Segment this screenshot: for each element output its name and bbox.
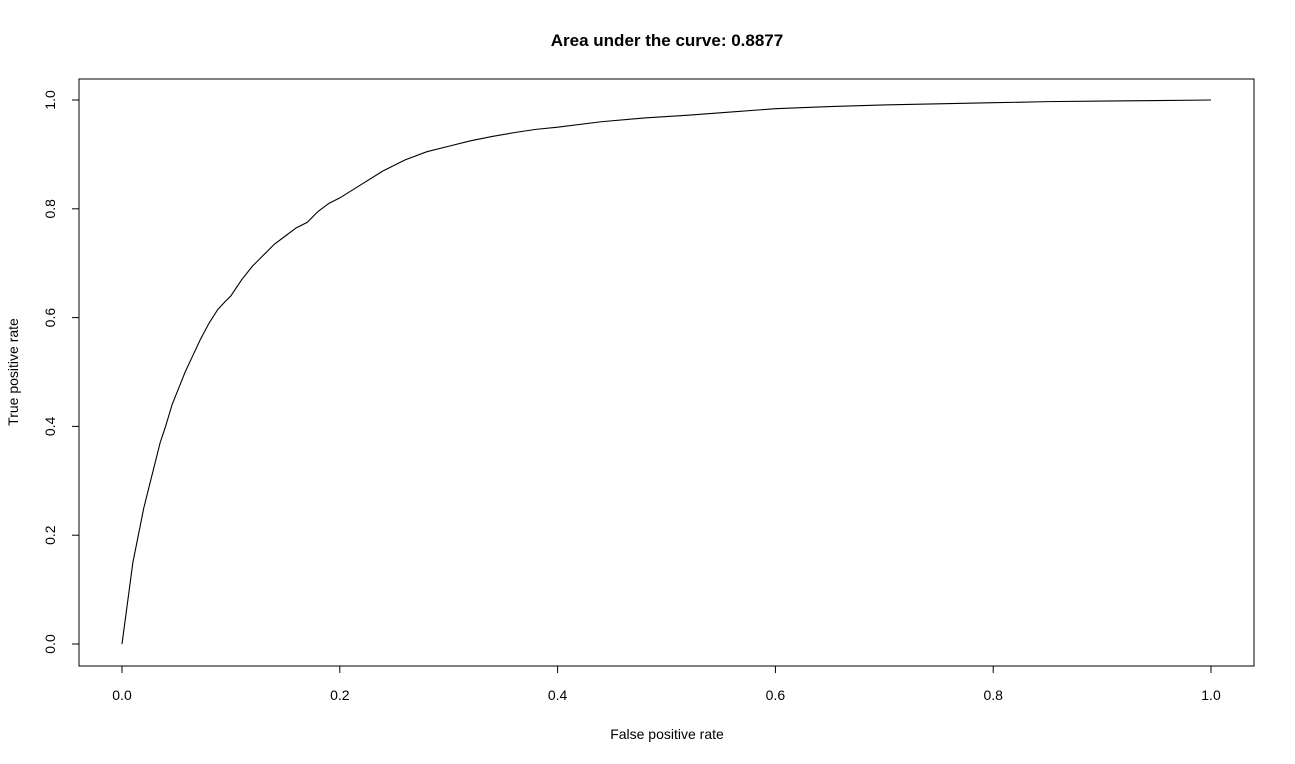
- x-tick-label: 1.0: [1201, 687, 1221, 703]
- x-axis-label: False positive rate: [610, 726, 724, 742]
- y-axis: 0.0 0.2 0.4 0.6 0.8 1.0: [42, 90, 80, 654]
- x-tick-label: 0.4: [548, 687, 568, 703]
- roc-curve-line: [121, 99, 1212, 645]
- y-axis-label: True positive rate: [5, 318, 21, 426]
- x-tick-label: 0.8: [983, 687, 1003, 703]
- x-axis: 0.0 0.2 0.4 0.6 0.8 1.0: [112, 665, 1221, 703]
- x-tick-label: 0.0: [112, 687, 132, 703]
- y-tick-label: 0.2: [42, 525, 58, 545]
- y-tick-label: 0.8: [42, 199, 58, 219]
- y-tick-label: 0.0: [42, 634, 58, 654]
- chart-title: Area under the curve: 0.8877: [551, 31, 783, 50]
- plot-frame: [78, 78, 1255, 667]
- x-tick-label: 0.6: [766, 687, 786, 703]
- x-tick-label: 0.2: [330, 687, 350, 703]
- y-tick-label: 0.6: [42, 308, 58, 328]
- y-tick-label: 1.0: [42, 90, 58, 110]
- y-tick-label: 0.4: [42, 416, 58, 436]
